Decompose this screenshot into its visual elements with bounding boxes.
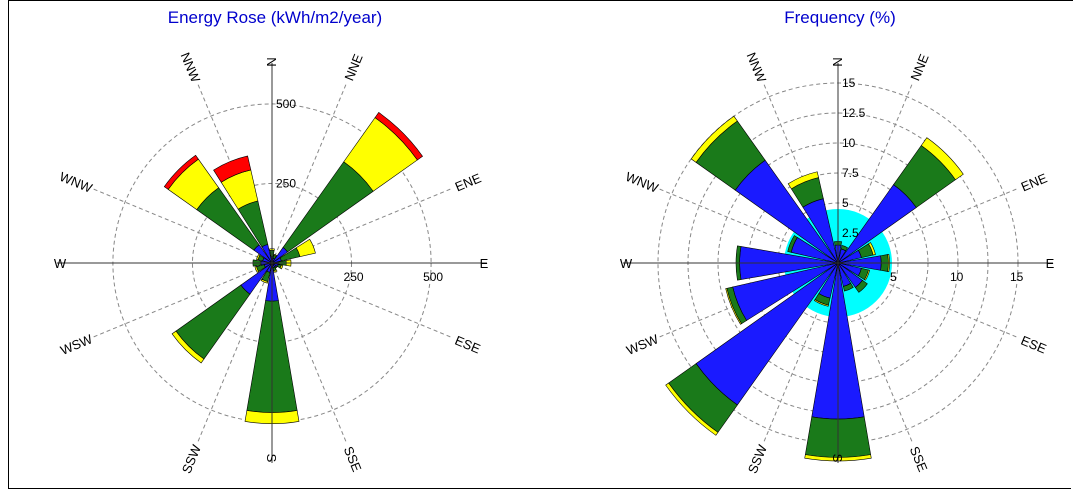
sector-ne-band-4	[374, 112, 423, 161]
spoke-sse	[271, 262, 348, 444]
ring-label-15: 15	[842, 76, 856, 90]
spoke-ene	[271, 187, 453, 264]
sector-nne-band-2	[840, 245, 848, 252]
ring-label-12_5: 12.5	[842, 106, 866, 120]
frequency-rose-title: Frequency (%)	[784, 8, 896, 27]
sector-wsw-band-3	[254, 266, 259, 273]
sector-sse-band-3	[273, 269, 278, 273]
spoke-nne	[837, 82, 914, 264]
sector-se-band-2	[274, 265, 278, 269]
spoke-nne	[271, 82, 348, 264]
direction-label-s: S	[830, 454, 845, 463]
direction-label-wsw: WSW	[624, 331, 661, 358]
spoke-wnw	[91, 187, 273, 264]
sector-nne-band-3	[273, 253, 278, 257]
direction-label-nne: NNE	[907, 51, 931, 82]
direction-label-n: N	[264, 57, 279, 66]
sector-wsw-band-3	[725, 287, 742, 325]
direction-label-sse: SSE	[341, 444, 365, 474]
spoke-wnw	[657, 187, 839, 264]
sector-sse-band-2	[842, 282, 854, 292]
direction-label-e: E	[480, 256, 489, 271]
spoke-wsw	[657, 262, 839, 339]
spoke-wsw	[91, 262, 273, 339]
spoke-nnw	[196, 82, 273, 264]
spoke-sse	[837, 262, 914, 444]
spoke-ssw	[762, 262, 839, 444]
sector-ese-band-3	[863, 269, 870, 281]
spoke-ese	[271, 262, 453, 339]
direction-label-ene: ENE	[453, 170, 484, 194]
sector-nnw-band-3	[787, 171, 819, 190]
e-axis-label-5: 5	[890, 270, 897, 284]
sector-ene-band-3	[868, 242, 876, 256]
direction-label-ene: ENE	[1019, 170, 1050, 194]
direction-label-s: S	[264, 454, 279, 463]
sector-ssw-band-3	[813, 299, 829, 307]
chart-frame	[8, 0, 1071, 489]
direction-label-ese: ESE	[453, 333, 483, 357]
sector-nnw-band-4	[213, 155, 252, 183]
e-axis-label-10: 10	[950, 270, 964, 284]
direction-label-w: W	[620, 256, 633, 271]
energy-rose: 250 500 250 500 N NNE ENE E ESE SSE S SSW WSW W WNW NNW	[54, 50, 489, 475]
ring-label-7_5: 7.5	[842, 166, 859, 180]
direction-label-nnw: NNW	[744, 50, 770, 85]
direction-label-ese: ESE	[1019, 333, 1049, 357]
spoke-nnw	[762, 82, 839, 264]
ring-label-5: 5	[842, 196, 849, 210]
spoke-ene	[837, 187, 1019, 264]
spoke-ssw	[196, 262, 273, 444]
direction-label-wnw: WNW	[623, 169, 661, 196]
spoke-ese	[837, 262, 1019, 339]
sector-ene-band-3	[295, 238, 316, 258]
sector-sw-band-3	[171, 330, 205, 364]
sector-ese-band-3	[279, 264, 284, 270]
direction-label-ssw: SSW	[745, 442, 770, 476]
direction-label-wnw: WNW	[57, 169, 95, 196]
sector-ne-band-3	[920, 137, 964, 181]
e-axis-label-500: 500	[423, 270, 443, 284]
e-axis-label-250: 250	[344, 270, 364, 284]
sector-sw-band-3	[665, 382, 719, 436]
frequency-rose: 2.5 5 7.5 10 12.5 15 5 10 15 N NNE ENE E ESE SSE S SSW WS…	[620, 50, 1055, 475]
direction-label-nnw: NNW	[178, 50, 204, 85]
ring-label-2_5: 2.5	[842, 226, 859, 240]
sector-wnw-band-3	[256, 254, 261, 261]
ring-label-10: 10	[842, 136, 856, 150]
energy-rose-title: Energy Rose (kWh/m2/year)	[167, 8, 383, 27]
direction-label-w: W	[54, 256, 67, 271]
sector-nw-band-3	[690, 115, 738, 163]
sector-se-band-2	[854, 279, 868, 293]
direction-label-ssw: SSW	[179, 442, 204, 476]
sector-nw-band-4	[163, 154, 199, 190]
direction-label-wsw: WSW	[58, 331, 95, 358]
e-axis-label-15: 15	[1010, 270, 1024, 284]
ring-label-250: 250	[276, 176, 296, 190]
sector-ssw-band-3	[260, 278, 269, 284]
direction-label-nne: NNE	[341, 51, 365, 82]
ring-label-500: 500	[276, 97, 296, 111]
sector-wnw-band-2	[787, 235, 798, 253]
direction-label-e: E	[1046, 256, 1055, 271]
direction-label-n: N	[830, 57, 845, 66]
direction-label-sse: SSE	[907, 444, 931, 474]
